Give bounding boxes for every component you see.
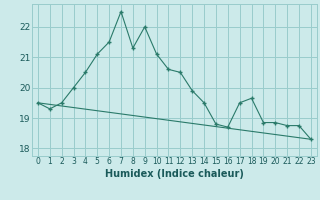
X-axis label: Humidex (Indice chaleur): Humidex (Indice chaleur) bbox=[105, 169, 244, 179]
